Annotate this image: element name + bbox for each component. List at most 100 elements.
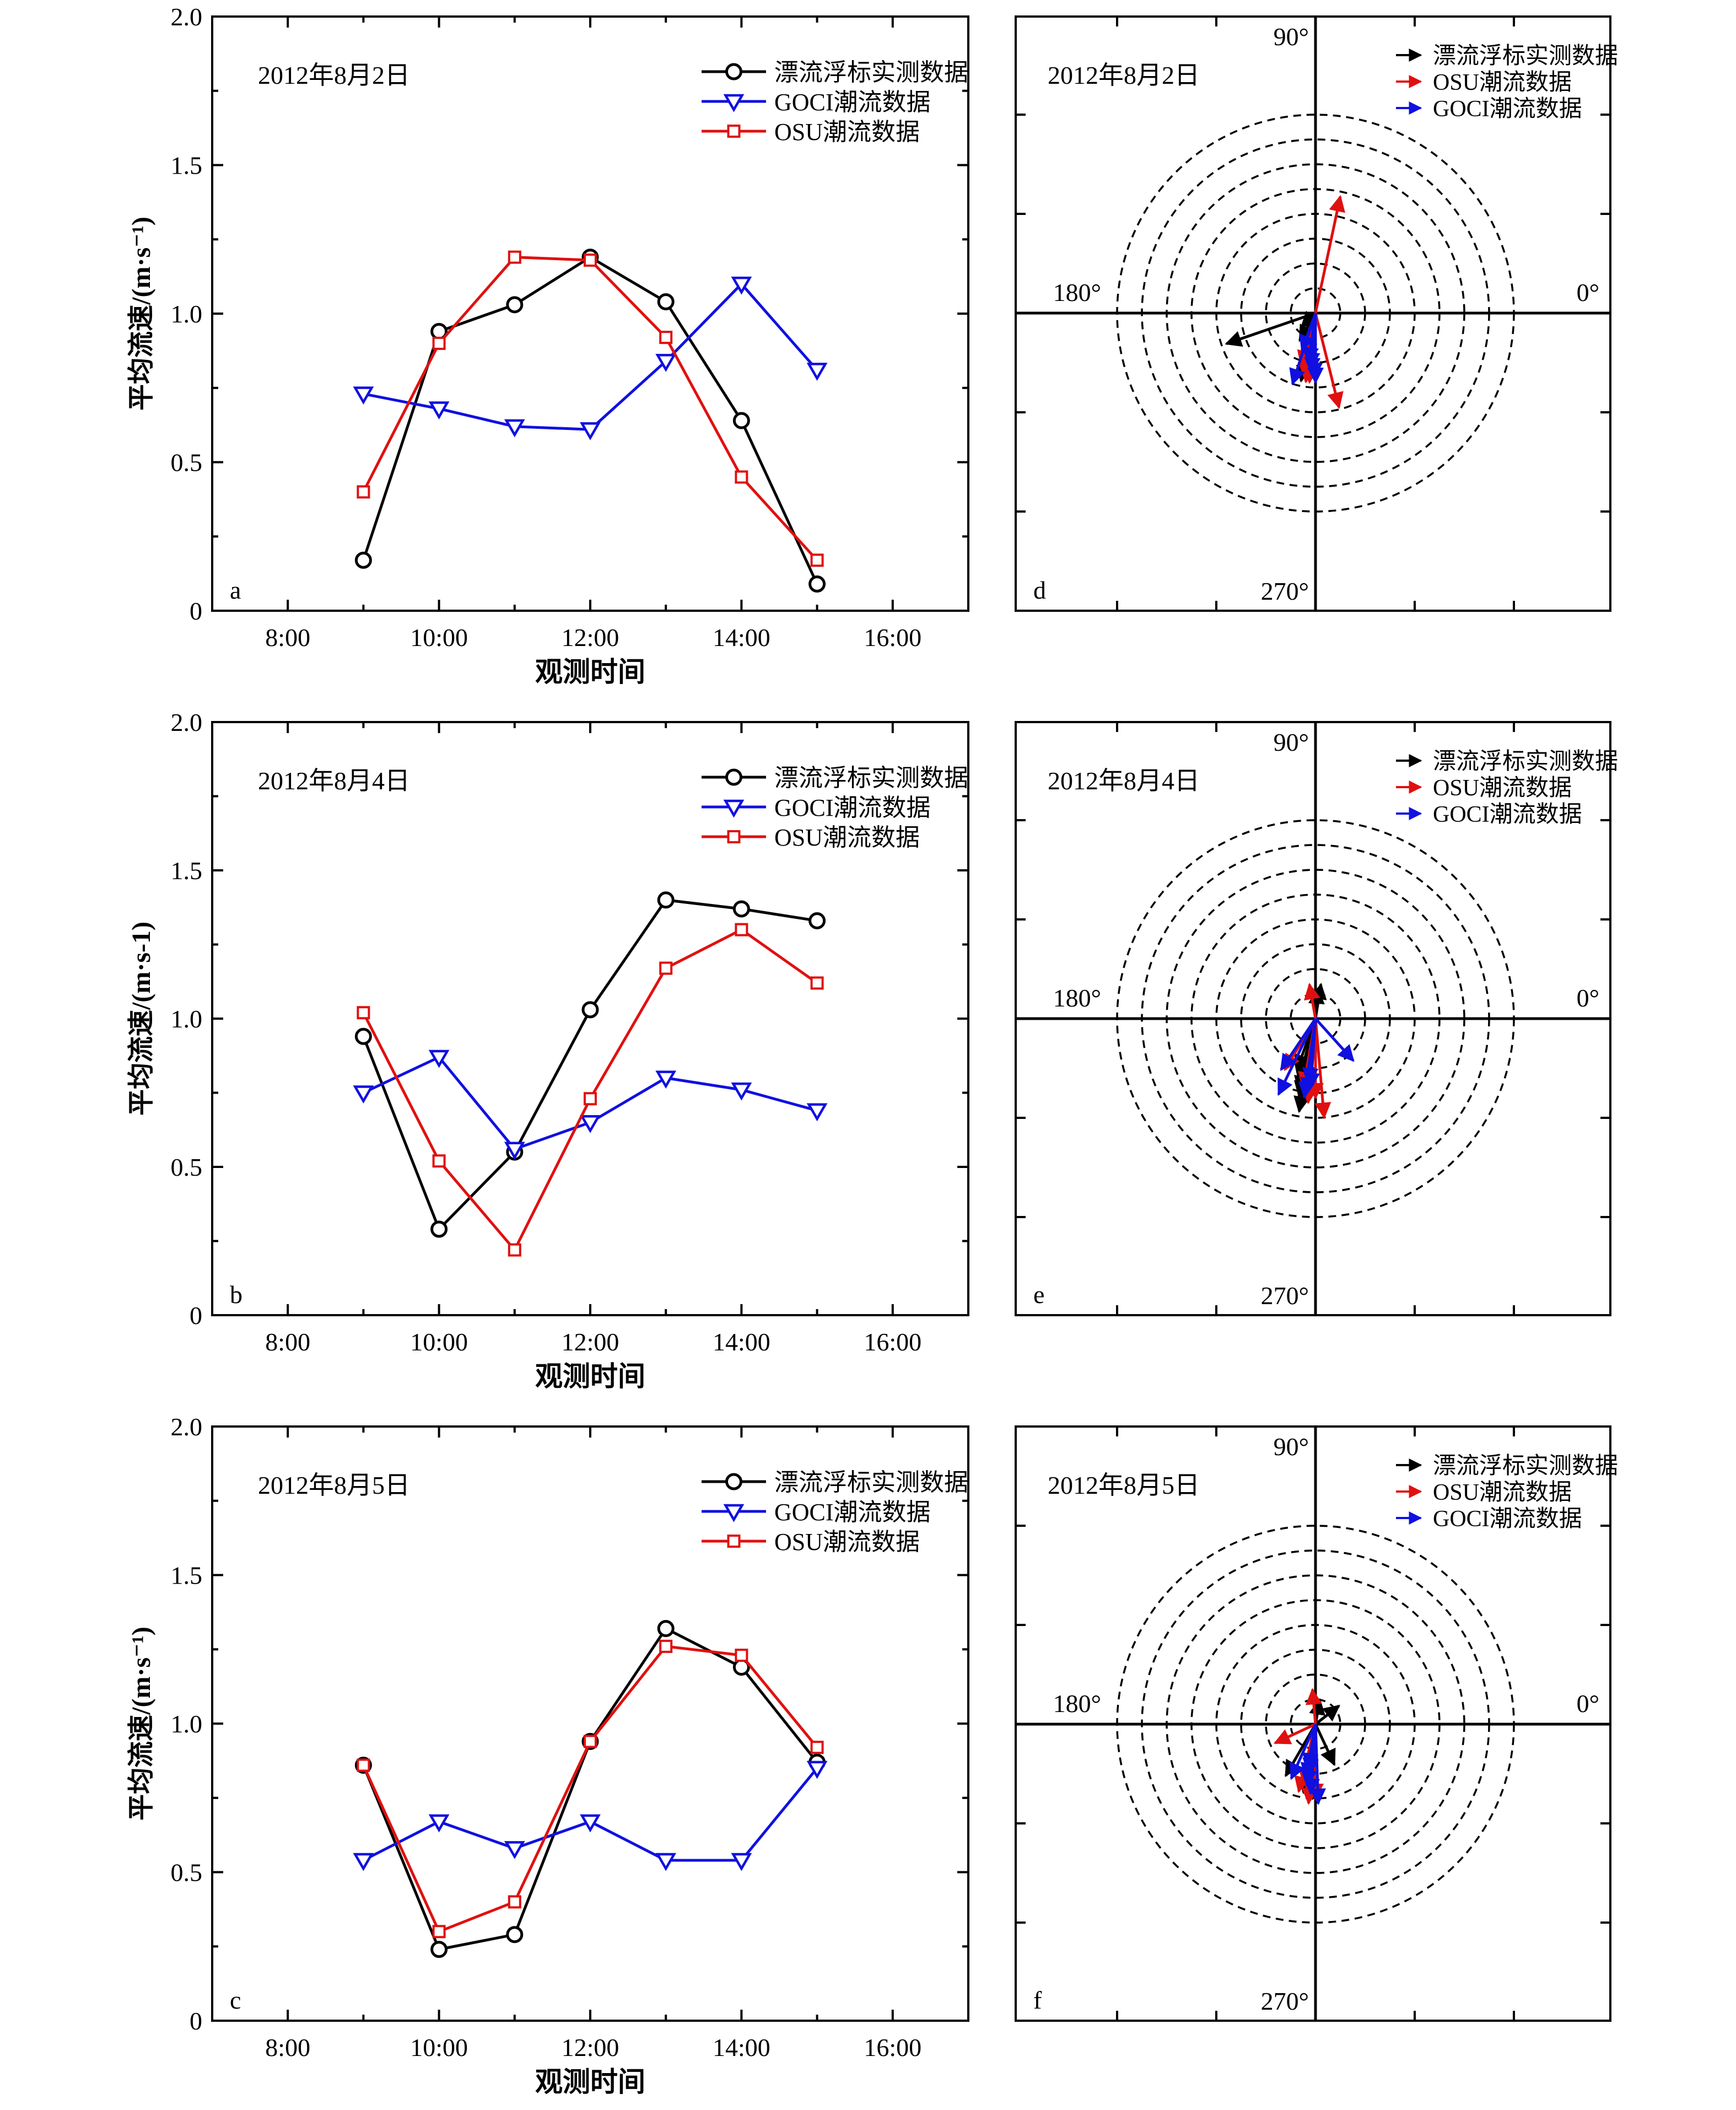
x-tick-label: 8:00 xyxy=(265,1328,310,1356)
data-point-circle xyxy=(506,1926,524,1944)
series-line xyxy=(362,1627,818,1951)
x-tick-label: 12:00 xyxy=(562,623,619,652)
series-goci xyxy=(353,1761,828,1871)
data-point-square xyxy=(727,830,741,843)
vector-series-osu xyxy=(1273,1688,1324,1805)
x-tick-label: 10:00 xyxy=(410,623,468,652)
data-point-square xyxy=(735,923,748,936)
legend-label: OSU潮流数据 xyxy=(774,824,920,851)
data-point-triangle xyxy=(723,799,745,818)
panel-letter: a xyxy=(230,576,241,604)
legend-label: OSU潮流数据 xyxy=(1433,776,1572,801)
velocity-vector xyxy=(1314,1018,1355,1062)
data-point-square xyxy=(432,1925,446,1939)
angle-label-0: 0° xyxy=(1577,984,1599,1012)
y-tick-label: 1.5 xyxy=(171,857,203,885)
x-tick-label: 16:00 xyxy=(864,1328,921,1356)
y-tick-label: 0 xyxy=(190,1301,202,1329)
data-point-circle xyxy=(808,575,826,593)
data-point-square xyxy=(584,1735,597,1748)
data-point-triangle xyxy=(806,1103,828,1122)
legend-label: 漂流浮标实测数据 xyxy=(1433,749,1618,774)
legend-label: 漂流浮标实测数据 xyxy=(774,59,968,86)
angle-label-180: 180° xyxy=(1053,278,1101,306)
data-point-square xyxy=(810,553,824,567)
vector-series-goci xyxy=(1290,1723,1327,1805)
line-chart-c: 0 0.5 1.0 1.5 2.0 8:00 10:00 12:00 14:00 16:00 观测时… xyxy=(127,1413,969,2097)
legend-label: OSU潮流数据 xyxy=(1433,1480,1572,1505)
data-point-triangle xyxy=(806,363,828,381)
data-point-triangle xyxy=(580,1814,601,1833)
legend-label: GOCI潮流数据 xyxy=(1433,96,1582,122)
data-point-circle xyxy=(657,293,675,310)
date-label: 2012年8月2日 xyxy=(1048,61,1200,89)
data-point-triangle xyxy=(353,386,374,405)
angle-label-270: 270° xyxy=(1261,1987,1309,2015)
y-axis-label: 平均流速/(m·s⁻¹) xyxy=(127,217,156,411)
date-label: 2012年8月4日 xyxy=(258,767,410,795)
velocity-vector xyxy=(1314,195,1345,314)
legend-label: GOCI潮流数据 xyxy=(774,1499,931,1526)
vector-series-goci xyxy=(1277,1018,1355,1099)
data-point-square xyxy=(735,1649,748,1662)
velocity-vector xyxy=(1303,983,1320,1019)
data-point-triangle xyxy=(580,1115,601,1133)
legend-label: OSU潮流数据 xyxy=(774,119,920,146)
x-axis-label: 观测时间 xyxy=(535,1361,645,1392)
x-tick-label: 12:00 xyxy=(562,1328,619,1356)
panel-letter: e xyxy=(1033,1280,1044,1309)
data-point-triangle xyxy=(353,1085,374,1104)
series-drifter xyxy=(354,249,826,593)
data-point-triangle xyxy=(731,276,752,295)
line-chart-a: 0 0.5 1.0 1.5 2.0 8:00 10:00 12:00 14:00 16:00 观测时… xyxy=(127,3,969,687)
data-point-triangle xyxy=(504,1841,525,1859)
series-osu xyxy=(357,250,824,567)
data-point-circle xyxy=(725,1473,742,1490)
data-point-triangle xyxy=(353,1853,374,1871)
x-tick-label: 16:00 xyxy=(864,2033,921,2061)
x-tick-label: 10:00 xyxy=(410,2033,468,2061)
panel-letter: b xyxy=(230,1280,242,1309)
velocity-vector xyxy=(1299,313,1317,352)
legend-label: OSU潮流数据 xyxy=(774,1528,920,1555)
data-point-circle xyxy=(430,1941,448,1958)
x-tick-label: 14:00 xyxy=(713,623,770,652)
angle-label-90: 90° xyxy=(1274,23,1309,51)
y-tick-label: 1.0 xyxy=(171,300,203,328)
data-point-square xyxy=(432,336,446,350)
data-point-circle xyxy=(725,63,742,80)
legend-label: 漂流浮标实测数据 xyxy=(1433,43,1618,69)
legend-label: OSU潮流数据 xyxy=(1433,70,1572,95)
x-tick-label: 8:00 xyxy=(265,2033,310,2061)
data-point-square xyxy=(357,1758,370,1772)
velocity-vector xyxy=(1277,1018,1317,1096)
data-point-triangle xyxy=(655,1853,677,1871)
series-line xyxy=(362,898,817,1232)
series-line xyxy=(362,1645,818,1934)
y-tick-label: 1.5 xyxy=(171,152,203,180)
angle-label-90: 90° xyxy=(1274,1433,1309,1461)
data-point-triangle xyxy=(428,1814,450,1833)
data-point-square xyxy=(357,1006,370,1020)
data-point-circle xyxy=(354,551,372,569)
data-point-square xyxy=(659,331,673,345)
panel-letter: c xyxy=(230,1986,241,2014)
y-axis-label: 平均流速/(m·s-1) xyxy=(127,922,156,1116)
angle-label-180: 180° xyxy=(1053,1689,1101,1718)
x-axis-label: 观测时间 xyxy=(535,2066,645,2097)
velocity-vector xyxy=(1314,313,1344,410)
x-tick-label: 14:00 xyxy=(713,1328,770,1356)
line-chart-b: 0 0.5 1.0 1.5 2.0 8:00 10:00 12:00 14:00 16:00 观测时… xyxy=(127,708,969,1392)
angle-label-270: 270° xyxy=(1261,1282,1309,1310)
data-point-circle xyxy=(725,768,742,786)
data-point-square xyxy=(508,1243,521,1257)
velocity-vector xyxy=(1302,1724,1319,1770)
data-point-circle xyxy=(732,412,750,429)
data-point-square xyxy=(659,1639,673,1653)
data-point-square xyxy=(357,485,370,499)
date-label: 2012年8月5日 xyxy=(258,1471,410,1499)
data-point-circle xyxy=(732,900,750,918)
